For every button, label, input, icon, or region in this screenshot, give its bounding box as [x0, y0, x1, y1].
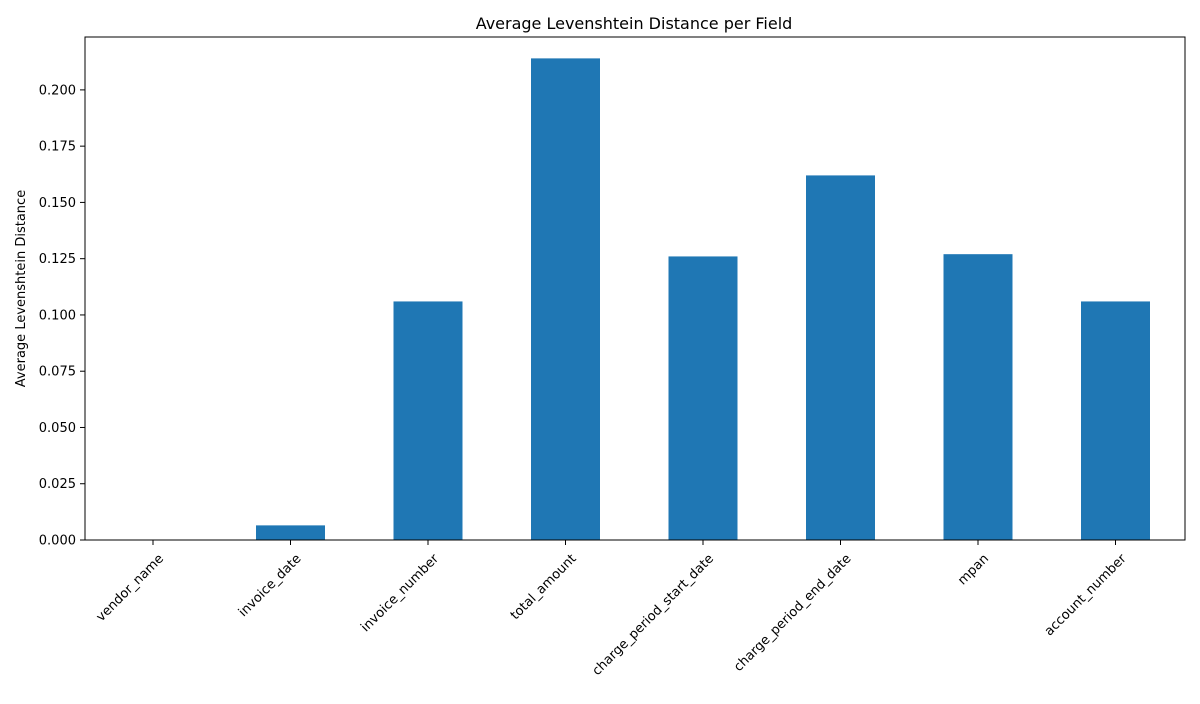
chart-title: Average Levenshtein Distance per Field	[476, 14, 793, 33]
y-tick-label: 0.200	[39, 83, 76, 98]
bar-invoice-date	[256, 525, 325, 540]
y-tick-label: 0.150	[39, 196, 76, 211]
x-axis: vendor_name invoice_date invoice_number tot…	[94, 540, 1130, 679]
x-tick-label: charge_period_start_date	[590, 551, 717, 678]
y-tick-label: 0.075	[39, 365, 76, 380]
x-tick-label: mpan	[955, 551, 992, 588]
bar-charge-period-end-date	[806, 175, 875, 540]
bar-total-amount	[531, 58, 600, 541]
x-tick-label: vendor_name	[94, 551, 167, 624]
bars-layer	[256, 58, 1150, 541]
x-tick-label: invoice_date	[236, 551, 305, 620]
x-tick-label: invoice_number	[358, 551, 442, 635]
x-tick-label: account_number	[1042, 551, 1130, 639]
y-tick-label: 0.000	[39, 534, 76, 549]
y-tick-label: 0.100	[39, 308, 76, 323]
bar-mpan	[943, 254, 1013, 541]
y-tick-label: 0.050	[39, 421, 76, 436]
bar-invoice-number	[393, 301, 463, 540]
plot-frame	[84, 36, 1186, 541]
y-tick-label: 0.025	[39, 477, 76, 492]
x-tick-label: total_amount	[508, 551, 580, 623]
y-axis: 0.000 0.025 0.050 0.075 0.100 0.125 0.150 0.175…	[39, 83, 85, 549]
bar-account-number	[1081, 301, 1150, 540]
y-tick-label: 0.175	[39, 140, 76, 155]
bar-charge-period-start-date	[668, 256, 738, 540]
y-axis-label: Average Levenshtein Distance	[14, 190, 29, 387]
x-tick-label: charge_period_end_date	[731, 551, 854, 674]
y-tick-label: 0.125	[39, 252, 76, 267]
